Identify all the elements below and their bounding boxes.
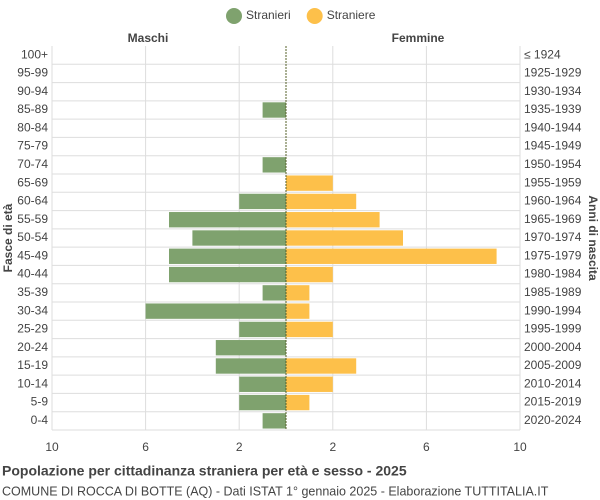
bar bbox=[262, 285, 286, 301]
y-tick-label: 55-59 bbox=[17, 212, 48, 226]
bar bbox=[286, 376, 333, 392]
bar bbox=[286, 303, 310, 319]
y-tick-label: 30-34 bbox=[17, 303, 48, 317]
y2-tick-label: 1945-1949 bbox=[524, 139, 582, 153]
x-tick-label: 2 bbox=[236, 440, 243, 454]
legend-label: Straniere bbox=[327, 8, 376, 22]
x-tick-label: 10 bbox=[513, 440, 527, 454]
bar bbox=[169, 266, 286, 283]
x-tick-label: 6 bbox=[142, 440, 149, 454]
y2-tick-label: 1930-1934 bbox=[524, 84, 582, 98]
y-tick-label: 15-19 bbox=[17, 358, 48, 372]
y-tick-label: 75-79 bbox=[17, 139, 48, 153]
bar bbox=[192, 230, 286, 246]
bar bbox=[239, 376, 286, 392]
y2-tick-label: 2010-2014 bbox=[524, 376, 582, 390]
y-tick-label: 40-44 bbox=[17, 267, 48, 281]
y2-tick-label: 1965-1969 bbox=[524, 212, 582, 226]
y2-tick-label: 1925-1929 bbox=[524, 66, 582, 80]
y-tick-label: 0-4 bbox=[31, 413, 49, 427]
y-tick-label: 95-99 bbox=[17, 66, 48, 80]
y-tick-label: 45-49 bbox=[17, 248, 48, 262]
y-axis-label: Fasce di età bbox=[1, 203, 15, 272]
bar bbox=[286, 358, 357, 374]
bar bbox=[286, 321, 333, 338]
bar bbox=[286, 248, 497, 264]
bar bbox=[286, 266, 333, 283]
y2-tick-label: 2005-2009 bbox=[524, 358, 582, 372]
bar bbox=[239, 321, 286, 338]
y-tick-label: 90-94 bbox=[17, 84, 48, 98]
bar bbox=[262, 102, 286, 118]
bar bbox=[239, 394, 286, 411]
right-label: Femmine bbox=[392, 31, 445, 45]
y2-tick-label: 1995-1999 bbox=[524, 322, 582, 336]
legend-label: Stranieri bbox=[246, 8, 291, 22]
y2-tick-label: 1985-1989 bbox=[524, 285, 582, 299]
chart-subtitle: COMUNE DI ROCCA DI BOTTE (AQ) - Dati IST… bbox=[2, 484, 549, 498]
y2-tick-label: ≤ 1924 bbox=[524, 47, 561, 61]
x-tick-label: 6 bbox=[423, 440, 430, 454]
bar bbox=[215, 358, 286, 374]
y-tick-label: 35-39 bbox=[17, 285, 48, 299]
y-tick-label: 20-24 bbox=[17, 340, 48, 354]
bar bbox=[286, 212, 380, 228]
bar bbox=[262, 413, 286, 429]
y2-tick-label: 1990-1994 bbox=[524, 303, 582, 317]
y2-tick-label: 1960-1964 bbox=[524, 194, 582, 208]
bar bbox=[169, 212, 286, 228]
y2-tick-label: 1935-1939 bbox=[524, 102, 582, 116]
legend-swatch bbox=[226, 8, 242, 24]
y2-tick-label: 2020-2024 bbox=[524, 413, 582, 427]
bar bbox=[286, 230, 403, 246]
bar bbox=[239, 193, 286, 210]
bar bbox=[286, 175, 333, 191]
y2-tick-label: 1950-1954 bbox=[524, 157, 582, 171]
x-tick-label: 2 bbox=[329, 440, 336, 454]
y2-axis-label: Anni di nascita bbox=[586, 195, 600, 281]
y2-tick-label: 1970-1974 bbox=[524, 230, 582, 244]
y-tick-label: 25-29 bbox=[17, 322, 48, 336]
bar bbox=[262, 157, 286, 173]
y-tick-label: 50-54 bbox=[17, 230, 48, 244]
bar bbox=[286, 394, 310, 411]
left-label: Maschi bbox=[128, 31, 169, 45]
y2-tick-label: 1940-1944 bbox=[524, 120, 582, 134]
bar bbox=[169, 248, 286, 264]
y-tick-label: 100+ bbox=[21, 47, 48, 61]
y-tick-label: 10-14 bbox=[17, 376, 48, 390]
y2-tick-label: 1955-1959 bbox=[524, 175, 582, 189]
y-tick-label: 5-9 bbox=[31, 395, 49, 409]
y-tick-label: 70-74 bbox=[17, 157, 48, 171]
x-tick-label: 10 bbox=[45, 440, 59, 454]
legend-swatch bbox=[306, 8, 323, 24]
y2-tick-label: 2000-2004 bbox=[524, 340, 582, 354]
y-tick-label: 65-69 bbox=[17, 175, 48, 189]
y2-tick-label: 2015-2019 bbox=[524, 395, 582, 409]
y-tick-label: 85-89 bbox=[17, 102, 48, 116]
y-tick-label: 80-84 bbox=[17, 120, 48, 134]
y-tick-label: 60-64 bbox=[17, 194, 48, 208]
bar bbox=[286, 285, 310, 301]
bar bbox=[286, 193, 357, 210]
bar bbox=[145, 303, 286, 319]
chart-title: Popolazione per cittadinanza straniera p… bbox=[2, 463, 407, 479]
y2-tick-label: 1975-1979 bbox=[524, 248, 582, 262]
y2-tick-label: 1980-1984 bbox=[524, 267, 582, 281]
bar bbox=[215, 340, 286, 356]
